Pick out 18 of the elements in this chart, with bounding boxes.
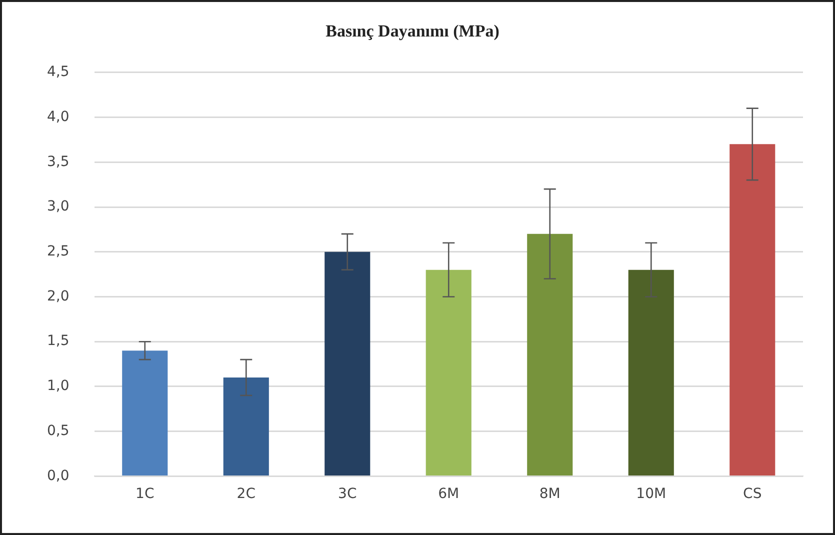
y-tick-label: 4,0 [47, 108, 70, 125]
y-tick-label: 3,5 [47, 154, 70, 170]
y-tick-label: 2,0 [47, 288, 70, 304]
x-tick-label: 2C [236, 486, 256, 502]
y-tick-label: 0,5 [47, 422, 70, 439]
y-tick-label: 2,5 [47, 244, 70, 260]
x-tick-label: 6M [438, 486, 460, 502]
y-tick-label: 1,0 [47, 378, 70, 394]
x-tick-label: 8M [539, 486, 560, 502]
y-tick-label: 0,0 [47, 468, 70, 484]
x-tick-label: 3C [338, 486, 357, 502]
chart-title: Basınç Dayanımı (MPa) [326, 22, 500, 41]
y-tick-label: 4,5 [47, 64, 70, 80]
x-tick-label: 1C [136, 486, 154, 502]
y-tick-label: 1,5 [47, 333, 70, 350]
y-tick-label: 3,0 [47, 198, 70, 215]
x-tick-label: CS [743, 486, 762, 502]
x-tick-label: 10M [636, 486, 666, 502]
